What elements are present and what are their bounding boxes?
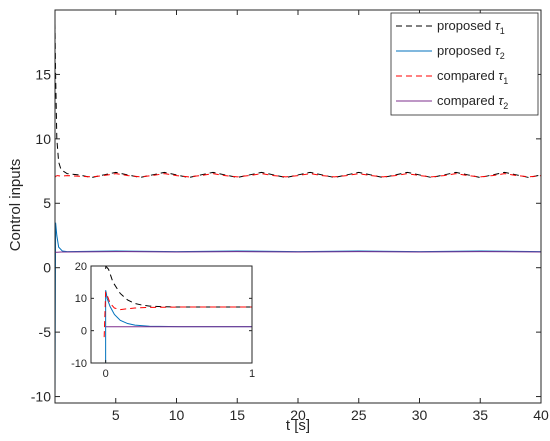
inset-series-line-1 <box>105 266 252 308</box>
main-y-tick-label: -5 <box>39 324 52 340</box>
main-x-tick-label: 5 <box>112 407 120 423</box>
main-y-tick-label: -10 <box>31 388 51 404</box>
main-lines <box>55 22 541 401</box>
main-series-line-4 <box>55 251 541 253</box>
inset-series-line-3 <box>103 291 252 338</box>
main-x-tick-label: 35 <box>472 407 488 423</box>
main-y-tick-label: 10 <box>35 131 51 147</box>
main-y-tick-label: 0 <box>43 260 51 276</box>
inset-y-tick-label: 10 <box>75 293 87 305</box>
main-x-tick-label: 20 <box>290 407 306 423</box>
legend-box <box>390 12 539 116</box>
legend-label-3: compared τ1 <box>437 68 508 86</box>
main-x-tick-label: 15 <box>229 407 245 423</box>
inset-y-tick-label: 0 <box>81 326 87 338</box>
legend-label-4: compared τ2 <box>437 93 508 111</box>
inset-plot-area <box>91 266 252 363</box>
inset-y-ticks: -10 0 10 20 <box>71 261 252 370</box>
y-axis-label: Control inputs <box>7 159 24 252</box>
inset-lines <box>103 266 252 363</box>
main-x-tick-label: 25 <box>351 407 367 423</box>
main-x-tick-label: 30 <box>412 407 428 423</box>
main-x-ticks: 5 10 15 20 25 30 35 40 <box>112 10 549 423</box>
legend-label-1: proposed τ1 <box>437 18 505 36</box>
inset-x-tick-label: 0 <box>103 368 109 380</box>
main-x-tick-label: 10 <box>169 407 185 423</box>
main-y-tick-label: 15 <box>35 66 51 82</box>
legend: proposed τ1 proposed τ2 compared τ1 compare… <box>390 12 539 116</box>
x-axis-label: t [s] <box>286 417 310 434</box>
main-series-line-3 <box>55 173 541 178</box>
main-x-tick-label: 40 <box>533 407 549 423</box>
main-y-tick-label: 5 <box>43 195 51 211</box>
inset-y-tick-label: 20 <box>75 261 87 273</box>
inset-axes: 0 1 -10 0 10 20 <box>71 261 255 380</box>
legend-label-2: proposed τ2 <box>437 43 505 61</box>
inset-x-tick-label: 1 <box>249 368 255 380</box>
inset-axes-box <box>90 265 253 364</box>
inset-y-tick-label: -10 <box>71 358 87 370</box>
legend-items: proposed τ1 proposed τ2 compared τ1 compare… <box>396 18 508 111</box>
